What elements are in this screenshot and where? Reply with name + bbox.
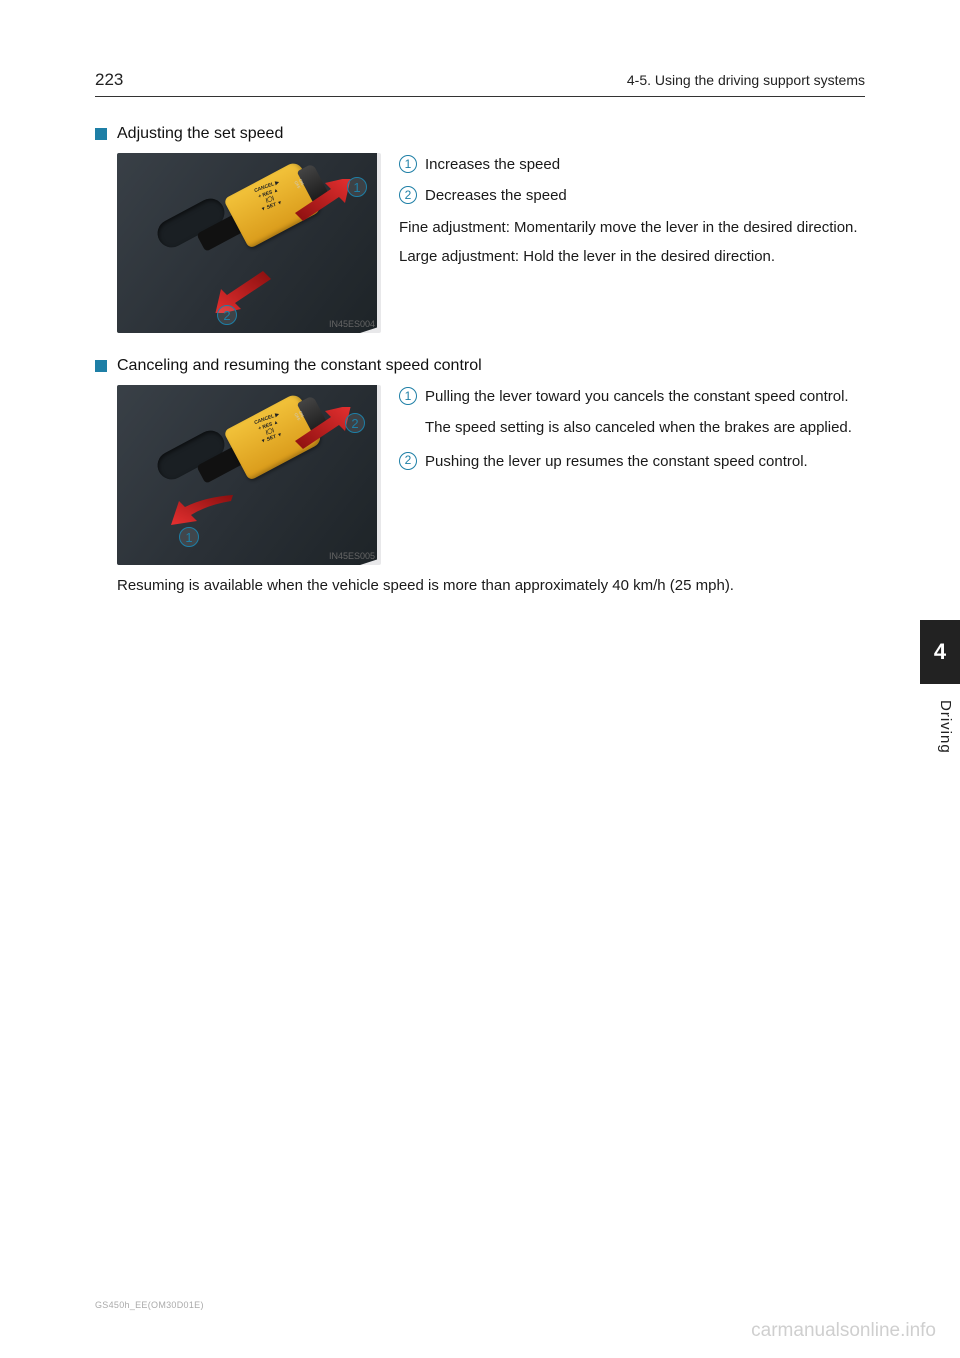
chapter-label: Driving: [926, 700, 954, 754]
number-badge-1: 1: [399, 387, 417, 405]
chapter-tab: 4: [920, 620, 960, 684]
callout-2: 2: [345, 413, 365, 433]
square-bullet-icon: [95, 128, 107, 140]
subsection-heading-row: Canceling and resuming the constant spee…: [95, 357, 865, 375]
item-label: Pulling the lever toward you cancels the…: [425, 388, 849, 405]
subsection-heading-row: Adjusting the set speed: [95, 125, 865, 143]
callout-1: 1: [347, 177, 367, 197]
numbered-item: 2 Decreases the speed: [399, 184, 865, 207]
arrow-up-icon: [287, 179, 353, 221]
item-text: Increases the speed: [425, 153, 865, 176]
document-code: GS450h_EE(OM30D01E): [95, 1300, 204, 1310]
item-text: Pushing the lever up resumes the constan…: [425, 450, 865, 473]
text-column: 1 Pulling the lever toward you cancels t…: [399, 385, 865, 481]
item-text: Decreases the speed: [425, 184, 865, 207]
chapter-number: 4: [934, 639, 946, 665]
numbered-item: 1 Increases the speed: [399, 153, 865, 176]
subsection-title: Adjusting the set speed: [117, 125, 283, 143]
text-column: 1 Increases the speed 2 Decreases the sp…: [399, 153, 865, 268]
numbered-item: 2 Pushing the lever up resumes the const…: [399, 450, 865, 473]
figure-id-label: IN45ES005: [329, 551, 375, 561]
resume-note: Resuming is available when the vehicle s…: [117, 575, 865, 598]
figure-cancel-resume: CANCEL ▶+ RES ▲|◯|▼ SET ▼ ON-OFF 1 2 IN4…: [117, 385, 381, 565]
body-text: Fine adjustment: Momentarily move the le…: [399, 216, 865, 239]
subsection-cancel-resume: Canceling and resuming the constant spee…: [95, 357, 865, 598]
number-badge-2: 2: [399, 186, 417, 204]
page-header: 223 4-5. Using the driving support syste…: [95, 70, 865, 97]
callout-1: 1: [179, 527, 199, 547]
figure-id-label: IN45ES004: [329, 319, 375, 329]
callout-2: 2: [217, 305, 237, 325]
item-text: Pulling the lever toward you cancels the…: [425, 385, 865, 408]
content-row: CANCEL ▶+ RES ▲|◯|▼ SET ▼ ON-OFF 1 2 IN4…: [117, 385, 865, 565]
watermark-text: carmanualsonline.info: [751, 1320, 936, 1342]
number-badge-2: 2: [399, 452, 417, 470]
figure-adjust-speed: CANCEL ▶+ RES ▲|◯|▼ SET ▼ ON-OFF 1 2 IN4…: [117, 153, 381, 333]
page-number: 223: [95, 70, 123, 90]
numbered-item: 1 Pulling the lever toward you cancels t…: [399, 385, 865, 408]
section-breadcrumb: 4-5. Using the driving support systems: [627, 72, 865, 88]
subsection-title: Canceling and resuming the constant spee…: [117, 357, 482, 375]
item-extra-text: The speed setting is also canceled when …: [425, 416, 865, 439]
square-bullet-icon: [95, 360, 107, 372]
body-text: Large adjustment: Hold the lever in the …: [399, 245, 865, 268]
arrow-resume-icon: [287, 407, 353, 449]
number-badge-1: 1: [399, 155, 417, 173]
manual-page: 223 4-5. Using the driving support syste…: [0, 0, 960, 662]
content-row: CANCEL ▶+ RES ▲|◯|▼ SET ▼ ON-OFF 1 2 IN4…: [117, 153, 865, 333]
subsection-adjusting-speed: Adjusting the set speed CANCEL ▶+ RES ▲|…: [95, 125, 865, 333]
arrow-pull-icon: [167, 495, 237, 531]
